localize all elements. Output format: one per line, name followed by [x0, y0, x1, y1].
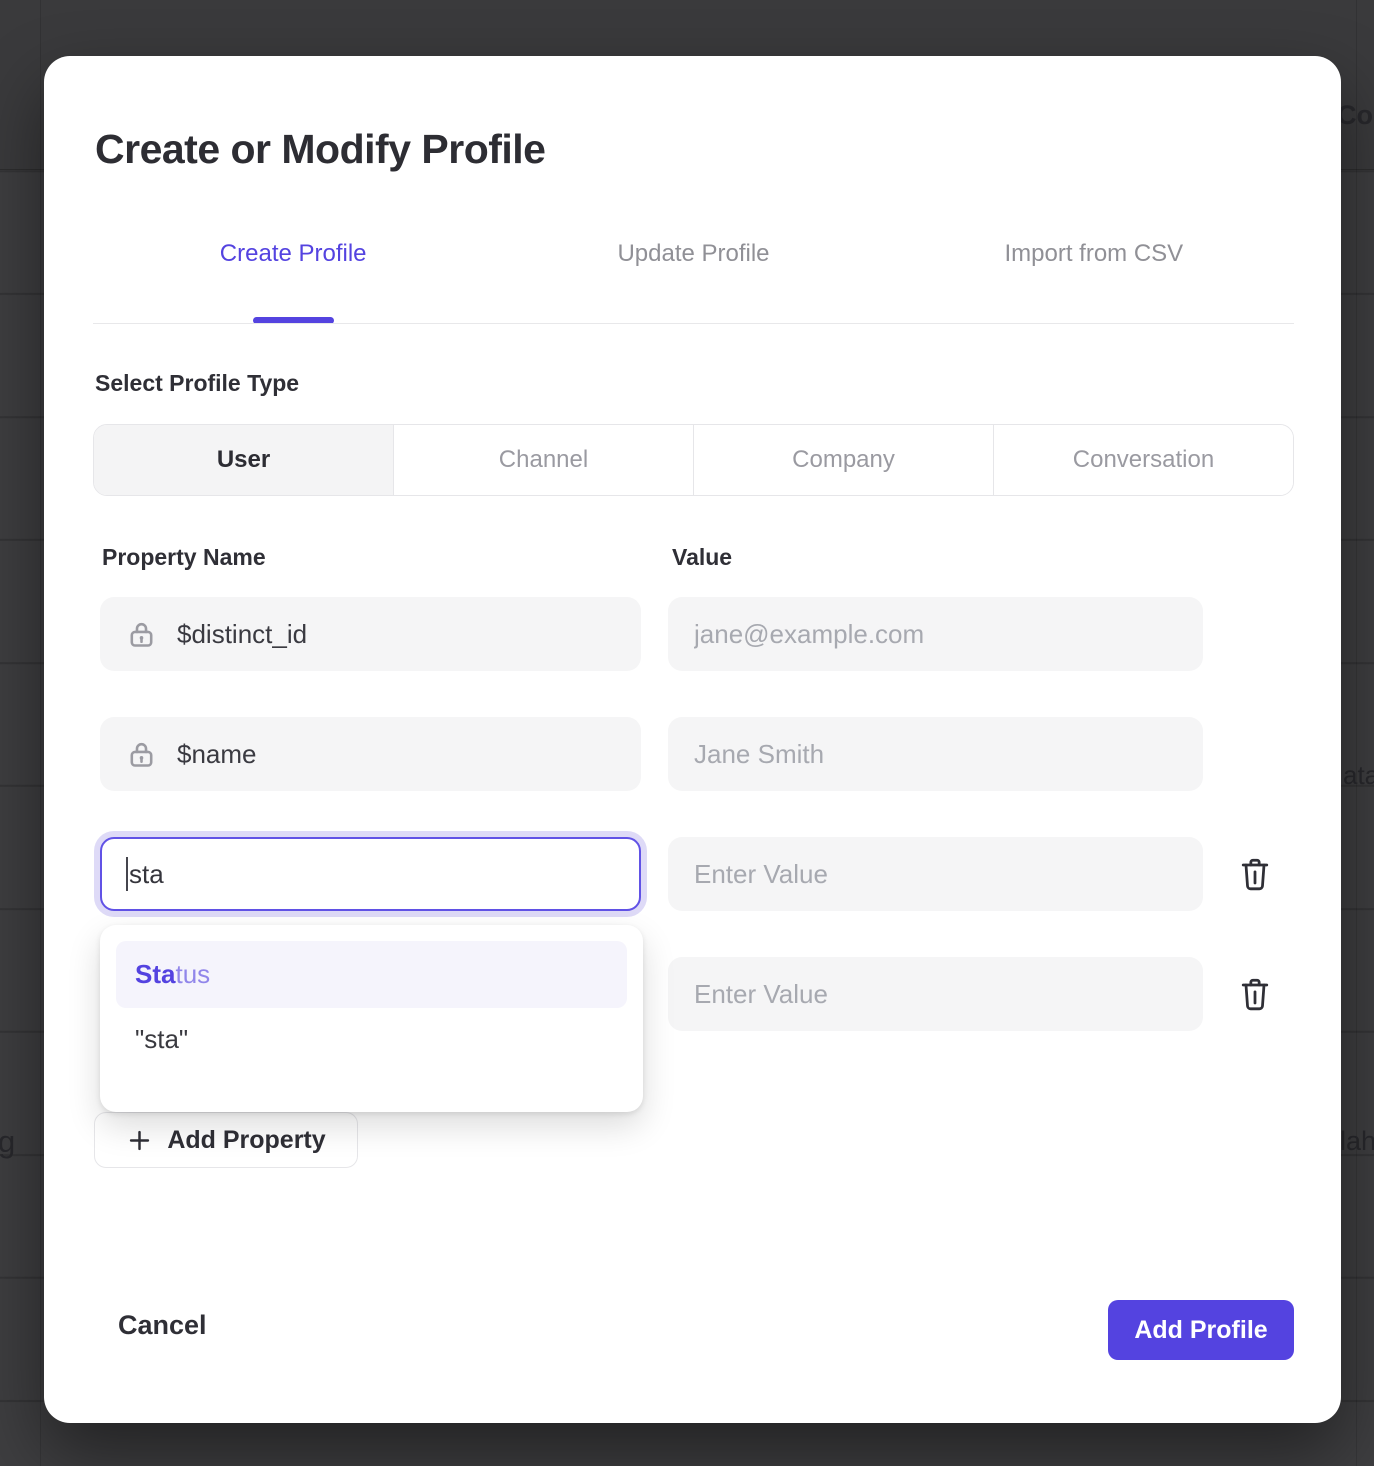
dimmed-column-line	[40, 0, 41, 1466]
property-name-header: Property Name	[102, 544, 266, 570]
locked-property-label: $distinct_id	[177, 618, 308, 649]
trash-icon	[1241, 978, 1269, 1011]
profile-type-user[interactable]: User	[94, 425, 394, 495]
tabs-divider	[93, 323, 1294, 324]
value-input-row-4[interactable]	[668, 957, 1203, 1031]
property-input-value: sta	[129, 858, 164, 889]
delete-row-button[interactable]	[1238, 856, 1272, 892]
locked-property-name: $name	[100, 717, 641, 791]
locked-property-distinct-id: $distinct_id	[100, 597, 641, 671]
select-profile-type-label: Select Profile Type	[95, 370, 300, 396]
cancel-button[interactable]: Cancel	[118, 1310, 207, 1340]
add-property-label: Add Property	[167, 1125, 326, 1154]
property-name-input-focused[interactable]: sta	[100, 837, 641, 911]
lock-icon	[130, 622, 153, 647]
dimmed-column-line	[1356, 0, 1357, 1466]
profile-type-conversation[interactable]: Conversation	[994, 425, 1293, 495]
create-or-modify-profile-dialog: Create or Modify Profile Create Profile …	[44, 56, 1341, 1423]
autocomplete-option-literal[interactable]: "sta"	[135, 1023, 189, 1054]
lock-icon	[130, 742, 153, 767]
background-text-fragment: ata	[1343, 760, 1374, 790]
tab-update-profile[interactable]: Update Profile	[617, 240, 770, 267]
locked-property-label: $name	[177, 738, 257, 769]
property-autocomplete-dropdown: Sta tus "sta"	[100, 925, 643, 1112]
tab-import-from-csv[interactable]: Import from CSV	[1004, 240, 1184, 267]
trash-icon	[1241, 858, 1269, 891]
profile-type-company[interactable]: Company	[694, 425, 994, 495]
value-input-distinct-id[interactable]	[668, 597, 1203, 671]
delete-row-button[interactable]	[1238, 976, 1272, 1012]
profile-type-channel[interactable]: Channel	[394, 425, 694, 495]
dialog-tabs: Create Profile Update Profile Import fro…	[93, 240, 1294, 280]
background-text-fragment: g	[0, 1124, 16, 1159]
add-property-button[interactable]: Add Property	[94, 1112, 358, 1168]
tab-create-profile[interactable]: Create Profile	[219, 240, 367, 267]
autocomplete-match-text: Sta	[135, 959, 176, 989]
text-caret	[126, 857, 128, 891]
dialog-title: Create or Modify Profile	[95, 126, 546, 172]
value-input-row-3[interactable]	[668, 837, 1203, 911]
autocomplete-rest-text: tus	[175, 959, 211, 989]
value-header: Value	[672, 544, 733, 570]
autocomplete-option-status[interactable]: Sta tus	[116, 941, 627, 1008]
active-tab-indicator	[253, 317, 334, 324]
value-input-name[interactable]	[668, 717, 1203, 791]
profile-type-selector: User Channel Company Conversation	[93, 424, 1294, 496]
background-text-fragment: lah	[1340, 1126, 1374, 1156]
plus-icon	[130, 1130, 150, 1150]
background-text-fragment: Col	[1337, 100, 1374, 130]
add-profile-button[interactable]: Add Profile	[1108, 1300, 1294, 1360]
